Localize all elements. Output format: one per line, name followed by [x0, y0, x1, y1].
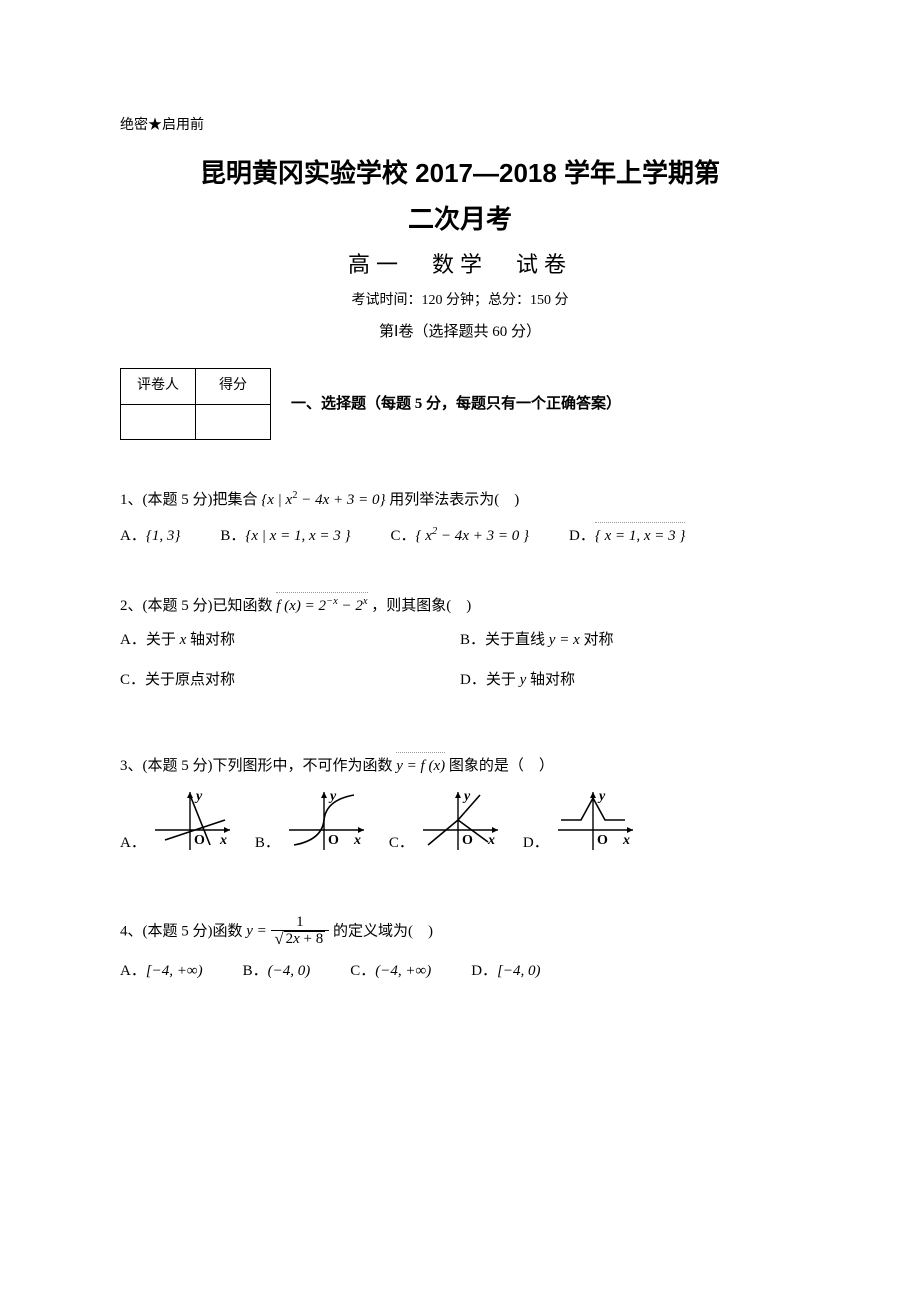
svg-text:y: y: [597, 790, 606, 804]
q2-option-c: C．关于原点对称: [120, 668, 460, 692]
q3-graphs-row: A． yxO B． yxO C． yxO D． yxO: [120, 790, 800, 855]
q4-option-b: B．(−4, 0): [243, 959, 311, 983]
svg-text:O: O: [194, 833, 205, 848]
q4-a-label: A．: [120, 963, 146, 979]
q3-option-b: B． yxO: [255, 790, 379, 855]
q3-pre: 3、(本题 5 分)下列图形中，不可作为函数: [120, 758, 396, 774]
score-table: 评卷人 得分: [120, 368, 271, 439]
q1-c-label: C．: [391, 528, 416, 544]
grader-header: 评卷人: [121, 369, 196, 404]
q1-post: 用列举法表示为( ): [389, 492, 519, 508]
exam-info: 考试时间：120 分钟；总分：150 分: [120, 290, 800, 312]
q1-stem: 1、(本题 5 分)把集合 {x | x2 − 4x + 3 = 0} 用列举法…: [120, 488, 800, 512]
q1-b-expr: {x | x = 1, x = 3 }: [245, 528, 350, 544]
svg-text:y: y: [194, 790, 203, 804]
q4-b-label: B．: [243, 963, 268, 979]
q4-d-label: D．: [471, 963, 497, 979]
q3-graph-c: y xO: [418, 790, 513, 855]
svg-text:x: x: [353, 833, 361, 848]
q3-fx: y = f (x): [396, 752, 445, 778]
score-and-heading-row: 评卷人 得分 一、选择题（每题 5 分，每题只有一个正确答案）: [120, 368, 800, 439]
title-line-1: 昆明黄冈实验学校 2017—2018 学年上学期第: [120, 153, 800, 195]
q4-c-label: C．: [350, 963, 375, 979]
q1-c-expr: { x2 − 4x + 3 = 0 }: [416, 528, 529, 544]
q1-a-expr: {1, 3}: [146, 528, 181, 544]
q3-option-a: A． y xO: [120, 790, 245, 855]
q2-d-end: 轴对称: [526, 672, 575, 688]
q2-d-pre: D．关于: [460, 672, 520, 688]
q3-option-d: D． y xO: [523, 790, 648, 855]
q1-set-expr: {x | x2 − 4x + 3 = 0}: [261, 492, 385, 508]
q1-option-a: A．{1, 3}: [120, 524, 180, 548]
q2-b-end: 对称: [580, 632, 614, 648]
q1-pre: 1、(本题 5 分)把集合: [120, 492, 258, 508]
svg-text:y: y: [462, 790, 471, 804]
q2-option-a: A．关于 x 轴对称: [120, 628, 460, 652]
question-1: 1、(本题 5 分)把集合 {x | x2 − 4x + 3 = 0} 用列举法…: [120, 488, 800, 548]
q4-post: 的定义域为( ): [333, 923, 433, 939]
q4-c-expr: (−4, +∞): [375, 963, 431, 979]
subtitle: 高一 数学 试卷: [120, 247, 800, 282]
q3-graph-a: y xO: [150, 790, 245, 855]
q2-fx: f (x) = 2−x − 2x: [276, 592, 367, 618]
q4-options: A．[−4, +∞) B．(−4, 0) C．(−4, +∞) D．[−4, 0…: [120, 959, 800, 983]
q1-a-label: A．: [120, 528, 146, 544]
q4-option-a: A．[−4, +∞): [120, 959, 203, 983]
section-1-heading: 一、选择题（每题 5 分，每题只有一个正确答案）: [291, 392, 621, 416]
q4-option-c: C．(−4, +∞): [350, 959, 431, 983]
q3-option-c: C． y xO: [389, 790, 513, 855]
q3-b-label: B．: [255, 831, 280, 855]
q4-pre: 4、(本题 5 分)函数: [120, 923, 246, 939]
q2-post: ，则其图象( ): [371, 598, 471, 614]
q3-a-label: A．: [120, 831, 146, 855]
grader-cell: [121, 404, 196, 439]
score-cell: [196, 404, 271, 439]
title-line-2: 二次月考: [120, 199, 800, 241]
q2-option-d: D．关于 y 轴对称: [460, 668, 800, 692]
q2-option-b: B．关于直线 y = x 对称: [460, 628, 800, 652]
q4-d-expr: [−4, 0): [497, 963, 540, 979]
q1-option-b: B．{x | x = 1, x = 3 }: [220, 524, 350, 548]
q3-c-label: C．: [389, 831, 414, 855]
section-1-info: 第Ⅰ卷（选择题共 60 分）: [120, 320, 800, 344]
q2-b-pre: B．关于直线: [460, 632, 549, 648]
confidential-marker: 绝密★启用前: [120, 115, 800, 137]
q1-b-label: B．: [220, 528, 245, 544]
q1-option-d: D．{ x = 1, x = 3 }: [569, 522, 685, 548]
svg-text:x: x: [622, 833, 630, 848]
q2-pre: 2、(本题 5 分)已知函数: [120, 598, 273, 614]
question-4: 4、(本题 5 分)函数 y = 1 √2x + 8 的定义域为( ) A．[−…: [120, 915, 800, 984]
q4-stem: 4、(本题 5 分)函数 y = 1 √2x + 8 的定义域为( ): [120, 915, 800, 950]
q3-stem: 3、(本题 5 分)下列图形中，不可作为函数 y = f (x) 图象的是（ ）: [120, 752, 800, 778]
svg-text:x: x: [487, 833, 495, 848]
q2-a-end: 轴对称: [186, 632, 235, 648]
q4-a-expr: [−4, +∞): [146, 963, 203, 979]
svg-text:x: x: [219, 833, 227, 848]
q4-expr: y = 1 √2x + 8: [246, 923, 333, 939]
q2-stem: 2、(本题 5 分)已知函数 f (x) = 2−x − 2x ，则其图象( ): [120, 592, 800, 618]
q2-b-line: y = x: [549, 632, 580, 648]
q4-numerator: 1: [271, 915, 330, 931]
q1-d-expr: { x = 1, x = 3 }: [595, 522, 686, 548]
q3-graph-b: yxO: [284, 790, 379, 855]
q2-options: A．关于 x 轴对称 B．关于直线 y = x 对称 C．关于原点对称 D．关于…: [120, 628, 800, 708]
svg-text:O: O: [462, 833, 473, 848]
question-3: 3、(本题 5 分)下列图形中，不可作为函数 y = f (x) 图象的是（ ）…: [120, 752, 800, 855]
q3-post: 图象的是（ ）: [449, 758, 554, 774]
q4-b-expr: (−4, 0): [268, 963, 311, 979]
score-header: 得分: [196, 369, 271, 404]
q2-a-pre: A．关于: [120, 632, 180, 648]
question-2: 2、(本题 5 分)已知函数 f (x) = 2−x − 2x ，则其图象( )…: [120, 592, 800, 708]
q1-options: A．{1, 3} B．{x | x = 1, x = 3 } C．{ x2 − …: [120, 522, 800, 548]
svg-text:O: O: [597, 833, 608, 848]
q4-option-d: D．[−4, 0): [471, 959, 540, 983]
q3-d-label: D．: [523, 831, 549, 855]
q1-d-label: D．: [569, 528, 595, 544]
svg-text:O: O: [328, 833, 339, 848]
q1-option-c: C．{ x2 − 4x + 3 = 0 }: [391, 524, 529, 548]
q3-graph-d: y xO: [553, 790, 648, 855]
